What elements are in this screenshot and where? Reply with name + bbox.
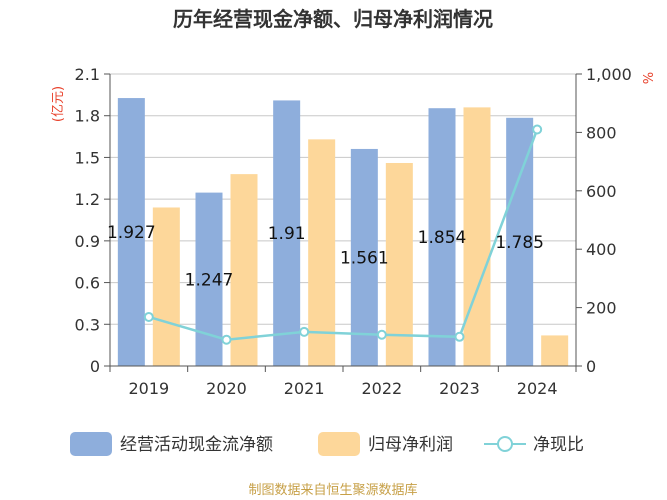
right-tick-label-4: 800 bbox=[586, 123, 617, 142]
point-ratio-2022 bbox=[376, 329, 387, 340]
bars-layer bbox=[117, 98, 569, 367]
point-ratio-2019 bbox=[143, 311, 154, 322]
right-tick-label-0: 0 bbox=[586, 357, 596, 376]
bar-cashflow-2022 bbox=[350, 148, 378, 366]
source-note: 制图数据来自恒生聚源数据库 bbox=[248, 482, 417, 498]
data-label-cashflow-2023: 1.854 bbox=[418, 228, 467, 248]
left-tick-label-3: 0.9 bbox=[75, 232, 100, 251]
x-tick-label-2021: 2021 bbox=[284, 379, 325, 398]
bar-cashflow-2024 bbox=[506, 117, 534, 366]
legend-label-cashflow: 经营活动现金流净额 bbox=[120, 435, 273, 455]
legend: 经营活动现金流净额 归母净利润 净现比 bbox=[70, 432, 584, 456]
right-tick-label-2: 400 bbox=[586, 240, 617, 259]
bar-profit-2022 bbox=[385, 162, 413, 366]
chart-title: 历年经营现金净额、归母净利润情况 bbox=[173, 7, 493, 31]
line-layer bbox=[143, 124, 543, 345]
legend-label-ratio: 净现比 bbox=[533, 435, 584, 455]
bar-cashflow-2019 bbox=[117, 98, 145, 366]
bar-profit-2020 bbox=[230, 174, 258, 366]
right-tick-label-1: 200 bbox=[586, 299, 617, 318]
legend-swatch-profit bbox=[318, 432, 360, 456]
left-tick-label-0: 0 bbox=[90, 357, 100, 376]
legend-label-profit: 归母净利润 bbox=[368, 435, 453, 455]
legend-marker-ratio bbox=[497, 436, 513, 452]
data-label-cashflow-2020: 1.247 bbox=[185, 270, 234, 290]
left-tick-label-1: 0.3 bbox=[75, 315, 100, 334]
data-label-cashflow-2022: 1.561 bbox=[340, 248, 389, 268]
bar-profit-2019 bbox=[152, 207, 180, 366]
bar-cashflow-2021 bbox=[273, 100, 301, 367]
left-tick-label-6: 1.8 bbox=[75, 107, 100, 126]
left-tick-label-4: 1.2 bbox=[75, 190, 100, 209]
right-axis-unit: % bbox=[639, 72, 654, 84]
left-tick-label-5: 1.5 bbox=[75, 148, 100, 167]
point-ratio-2021 bbox=[299, 326, 310, 337]
axes-layer: 0 0.3 0.6 0.9 1.2 1.5 1.8 2.1 0 200 400 600 800 1,000… bbox=[75, 65, 632, 398]
point-ratio-2024 bbox=[532, 124, 543, 135]
x-tick-label-2023: 2023 bbox=[439, 379, 480, 398]
point-ratio-2023 bbox=[454, 331, 465, 342]
left-tick-label-2: 0.6 bbox=[75, 274, 100, 293]
bar-profit-2021 bbox=[308, 139, 336, 366]
line-ratio bbox=[148, 129, 539, 341]
x-tick-label-2019: 2019 bbox=[128, 379, 169, 398]
grid-lines bbox=[110, 73, 576, 367]
bar-profit-2024 bbox=[541, 335, 569, 366]
right-tick-label-5: 1,000 bbox=[586, 65, 632, 84]
data-label-cashflow-2021: 1.91 bbox=[268, 224, 306, 244]
bar-cashflow-2023 bbox=[428, 108, 456, 366]
left-tick-label-7: 2.1 bbox=[75, 65, 100, 84]
right-tick-label-3: 600 bbox=[586, 182, 617, 201]
legend-swatch-cashflow bbox=[70, 432, 112, 456]
data-label-cashflow-2024: 1.785 bbox=[495, 233, 544, 253]
x-tick-label-2024: 2024 bbox=[517, 379, 558, 398]
data-labels-layer: 1.927 1.247 1.91 1.561 1.854 1.785 bbox=[107, 223, 544, 290]
x-tick-label-2020: 2020 bbox=[206, 379, 247, 398]
bar-profit-2023 bbox=[463, 107, 491, 366]
x-tick-label-2022: 2022 bbox=[361, 379, 402, 398]
point-ratio-2020 bbox=[221, 334, 232, 345]
data-label-cashflow-2019: 1.927 bbox=[107, 223, 156, 243]
left-axis-unit: (亿元) bbox=[51, 86, 66, 122]
